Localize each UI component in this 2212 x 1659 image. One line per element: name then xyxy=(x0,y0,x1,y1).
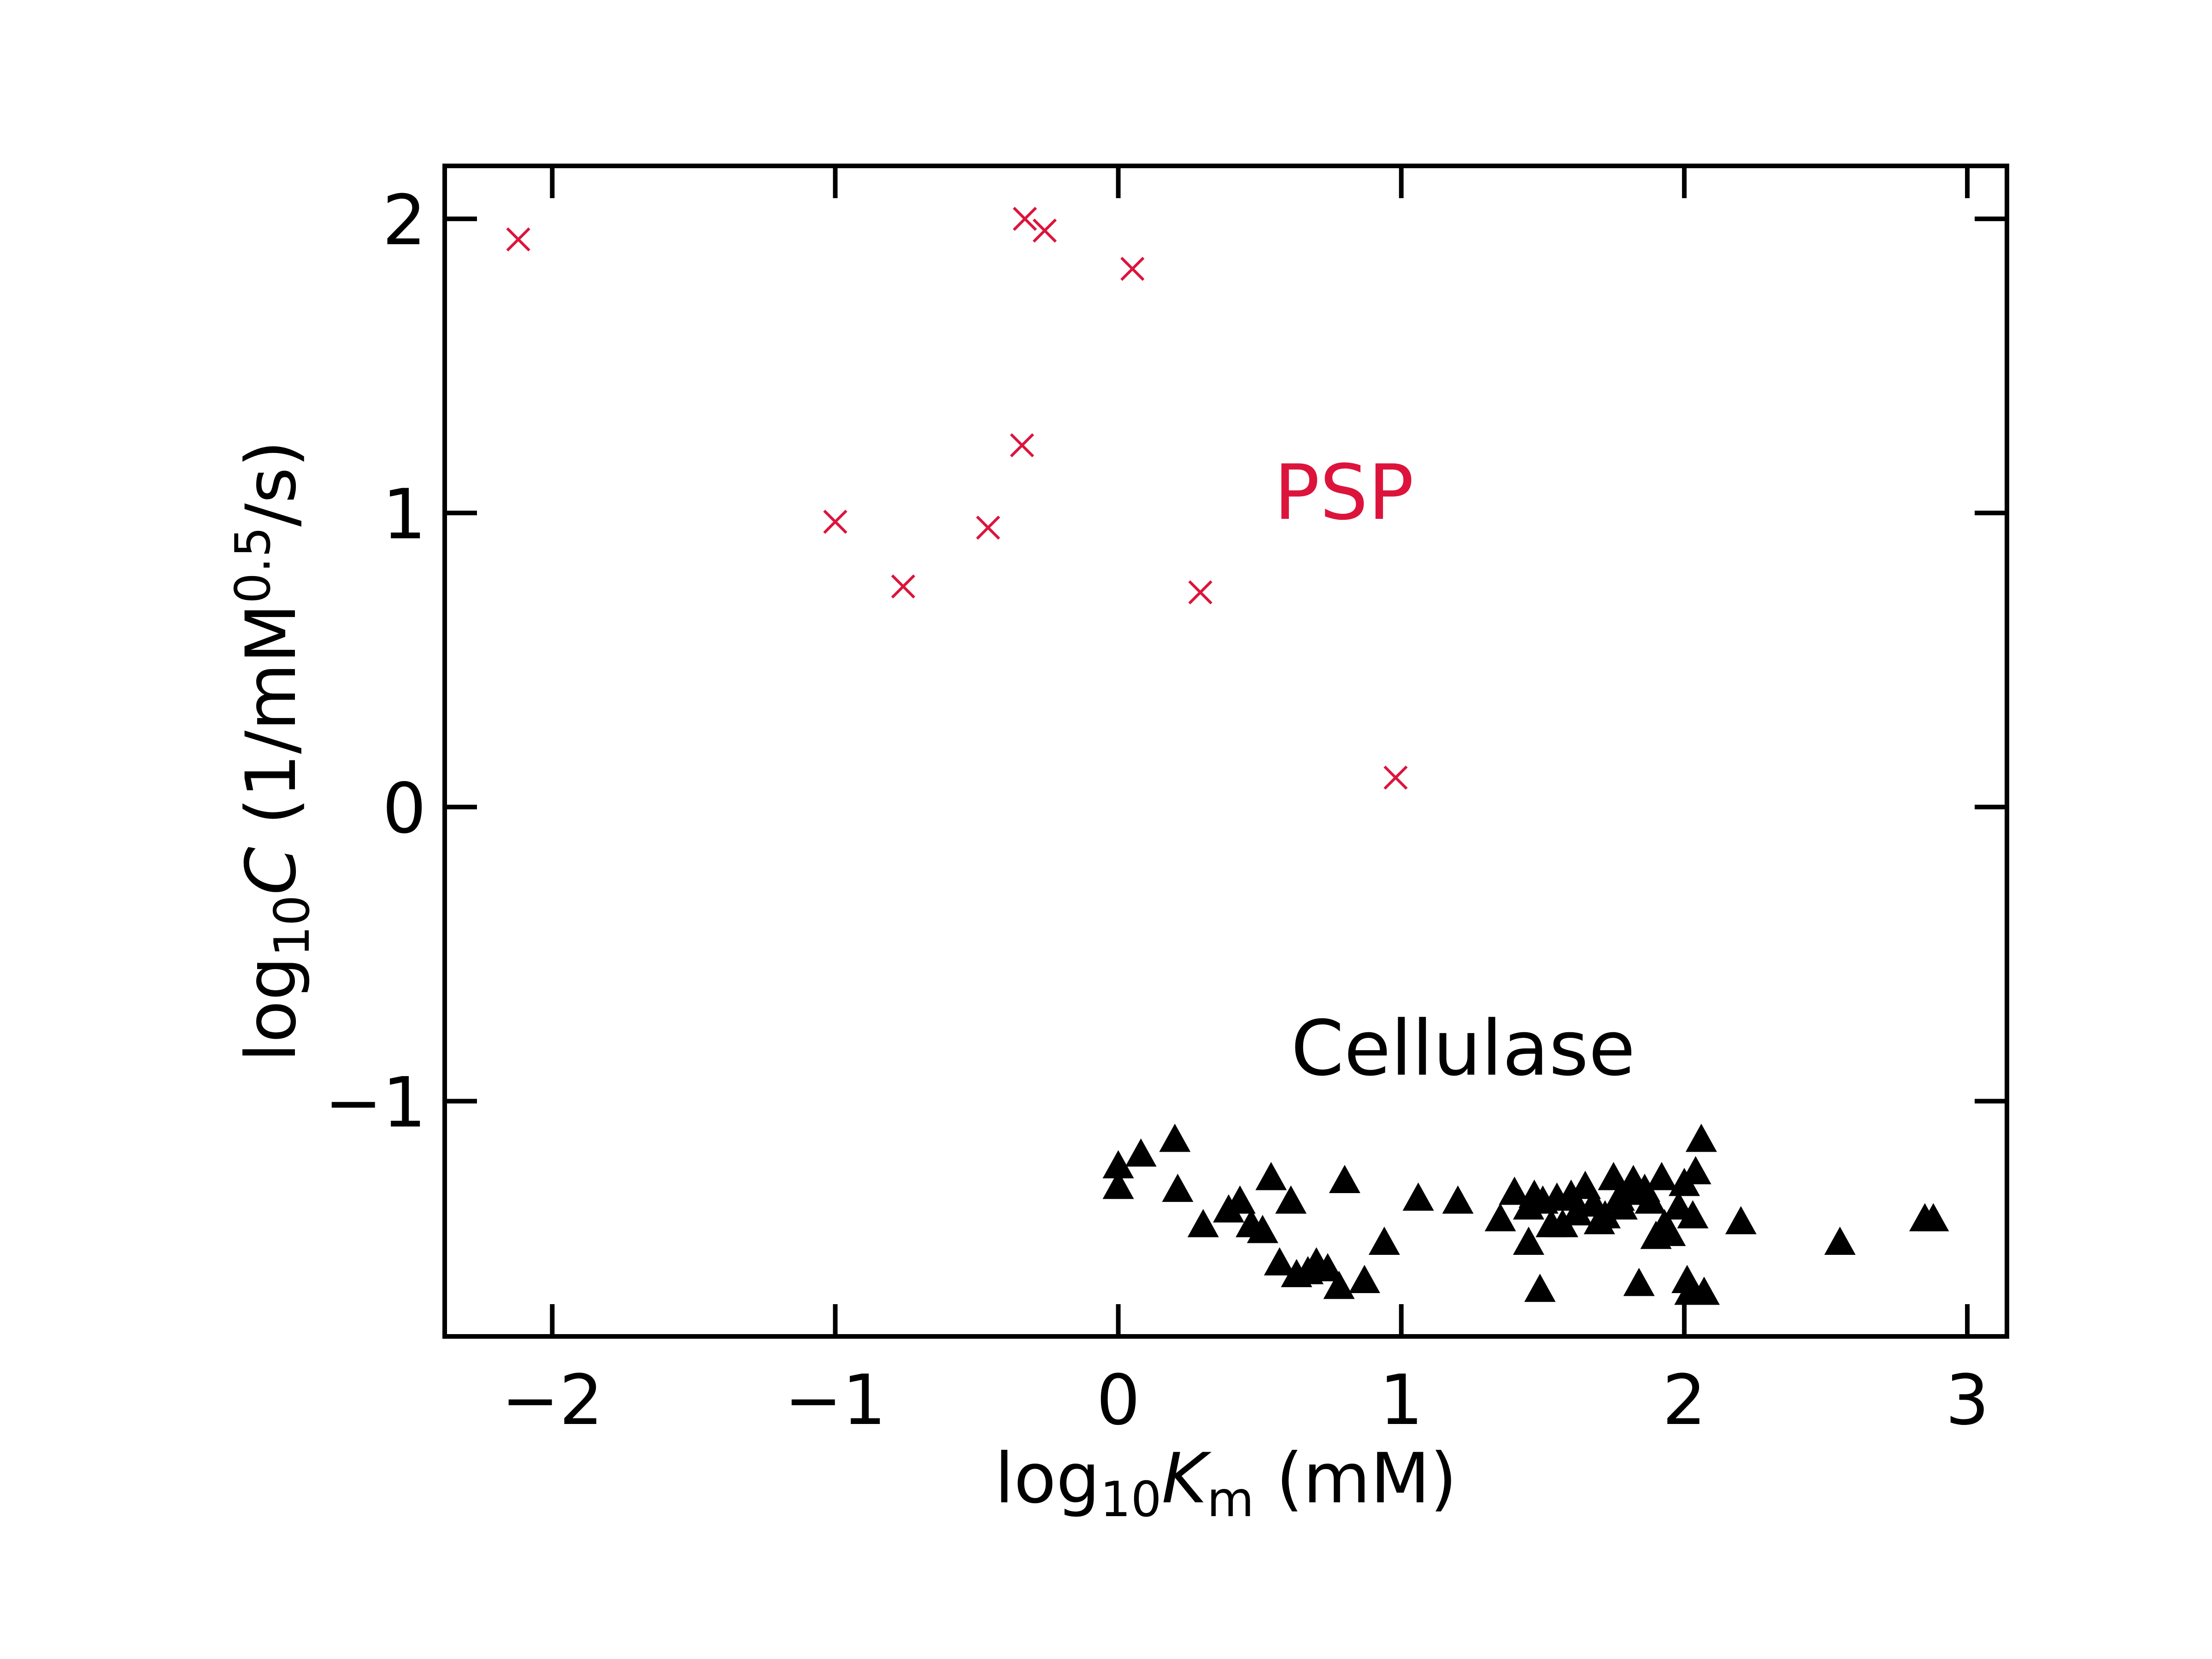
cellulase-point xyxy=(1635,1185,1666,1214)
cellulase-point xyxy=(1187,1209,1219,1237)
psp-point xyxy=(891,574,916,599)
cellulase-point xyxy=(1524,1273,1556,1302)
cellulase-point xyxy=(1688,1277,1720,1305)
cellulase-point xyxy=(1275,1185,1307,1214)
cellulase-point xyxy=(1598,1162,1630,1190)
cellulase-point xyxy=(1368,1226,1400,1255)
cellulase-point xyxy=(1125,1138,1157,1167)
cellulase-point xyxy=(1918,1203,1949,1231)
x-tick-label: −1 xyxy=(784,1360,886,1441)
cellulase-point xyxy=(1561,1197,1593,1226)
x-tick-label: 1 xyxy=(1379,1360,1423,1441)
x-tick-label: 2 xyxy=(1662,1360,1706,1441)
y-axis-label: log10C (1/mM0.5/s) xyxy=(225,441,320,1062)
x-axis-label: log10Km (mM) xyxy=(994,1439,1457,1528)
psp-point xyxy=(976,515,1000,540)
x-tick-label: −2 xyxy=(501,1360,603,1441)
psp-point xyxy=(1010,433,1034,458)
cellulase-point xyxy=(1224,1185,1256,1214)
cellulase-point xyxy=(1725,1206,1757,1235)
x-tick-label: 0 xyxy=(1096,1360,1140,1441)
psp-point xyxy=(1383,765,1408,790)
cellulase-point xyxy=(1623,1268,1655,1296)
cellulase-point xyxy=(1159,1124,1191,1152)
cellulase-point xyxy=(1442,1185,1474,1214)
cellulase-point xyxy=(1323,1271,1355,1299)
cellulase-point xyxy=(1247,1215,1278,1243)
cellulase-point xyxy=(1499,1177,1530,1205)
y-tick-label: 0 xyxy=(382,769,426,849)
data-points xyxy=(506,206,1949,1305)
tick-labels: −2 −1 0 1 2 3 −1 0 1 2 xyxy=(324,181,1989,1441)
cellulase-point xyxy=(1824,1226,1856,1255)
y-tick-label: 1 xyxy=(382,475,426,555)
cellulase-point xyxy=(1162,1173,1194,1202)
cellulase-point xyxy=(1685,1124,1717,1152)
cellulase-point xyxy=(1312,1253,1344,1282)
cellulase-point xyxy=(1606,1191,1638,1220)
psp-point xyxy=(1032,218,1057,243)
series-labels: PSP Cellulase xyxy=(1274,448,1635,1093)
cellulase-point xyxy=(1677,1200,1709,1229)
psp-point xyxy=(823,510,847,534)
cellulase-point xyxy=(1402,1182,1434,1211)
x-tick-label: 3 xyxy=(1945,1360,1989,1441)
psp-point xyxy=(1120,257,1145,281)
cellulase-point xyxy=(1264,1247,1295,1276)
axis-ticks xyxy=(445,166,2007,1336)
cellulase-point xyxy=(1348,1265,1380,1293)
cellulase-point xyxy=(1102,1171,1134,1199)
cellulase-point xyxy=(1329,1165,1360,1193)
cellulase-point xyxy=(1513,1226,1545,1255)
psp-point xyxy=(506,227,530,252)
plot-frame xyxy=(442,164,2009,1339)
y-tick-label: −1 xyxy=(324,1063,426,1143)
psp-series-label: PSP xyxy=(1274,448,1414,537)
cellulase-point xyxy=(1102,1150,1134,1179)
y-tick-label: 2 xyxy=(382,181,426,261)
cellulase-point xyxy=(1646,1162,1677,1190)
cellulase-point xyxy=(1555,1179,1587,1208)
psp-point xyxy=(1188,580,1212,605)
cellulase-point xyxy=(1255,1162,1287,1190)
cellulase-point xyxy=(1680,1156,1712,1184)
cellulase-series-label: Cellulase xyxy=(1291,1004,1635,1093)
cellulase-point xyxy=(1484,1203,1516,1231)
psp-point xyxy=(1012,206,1037,231)
cellulase-point xyxy=(1654,1218,1686,1246)
cellulase-point xyxy=(1589,1200,1621,1229)
